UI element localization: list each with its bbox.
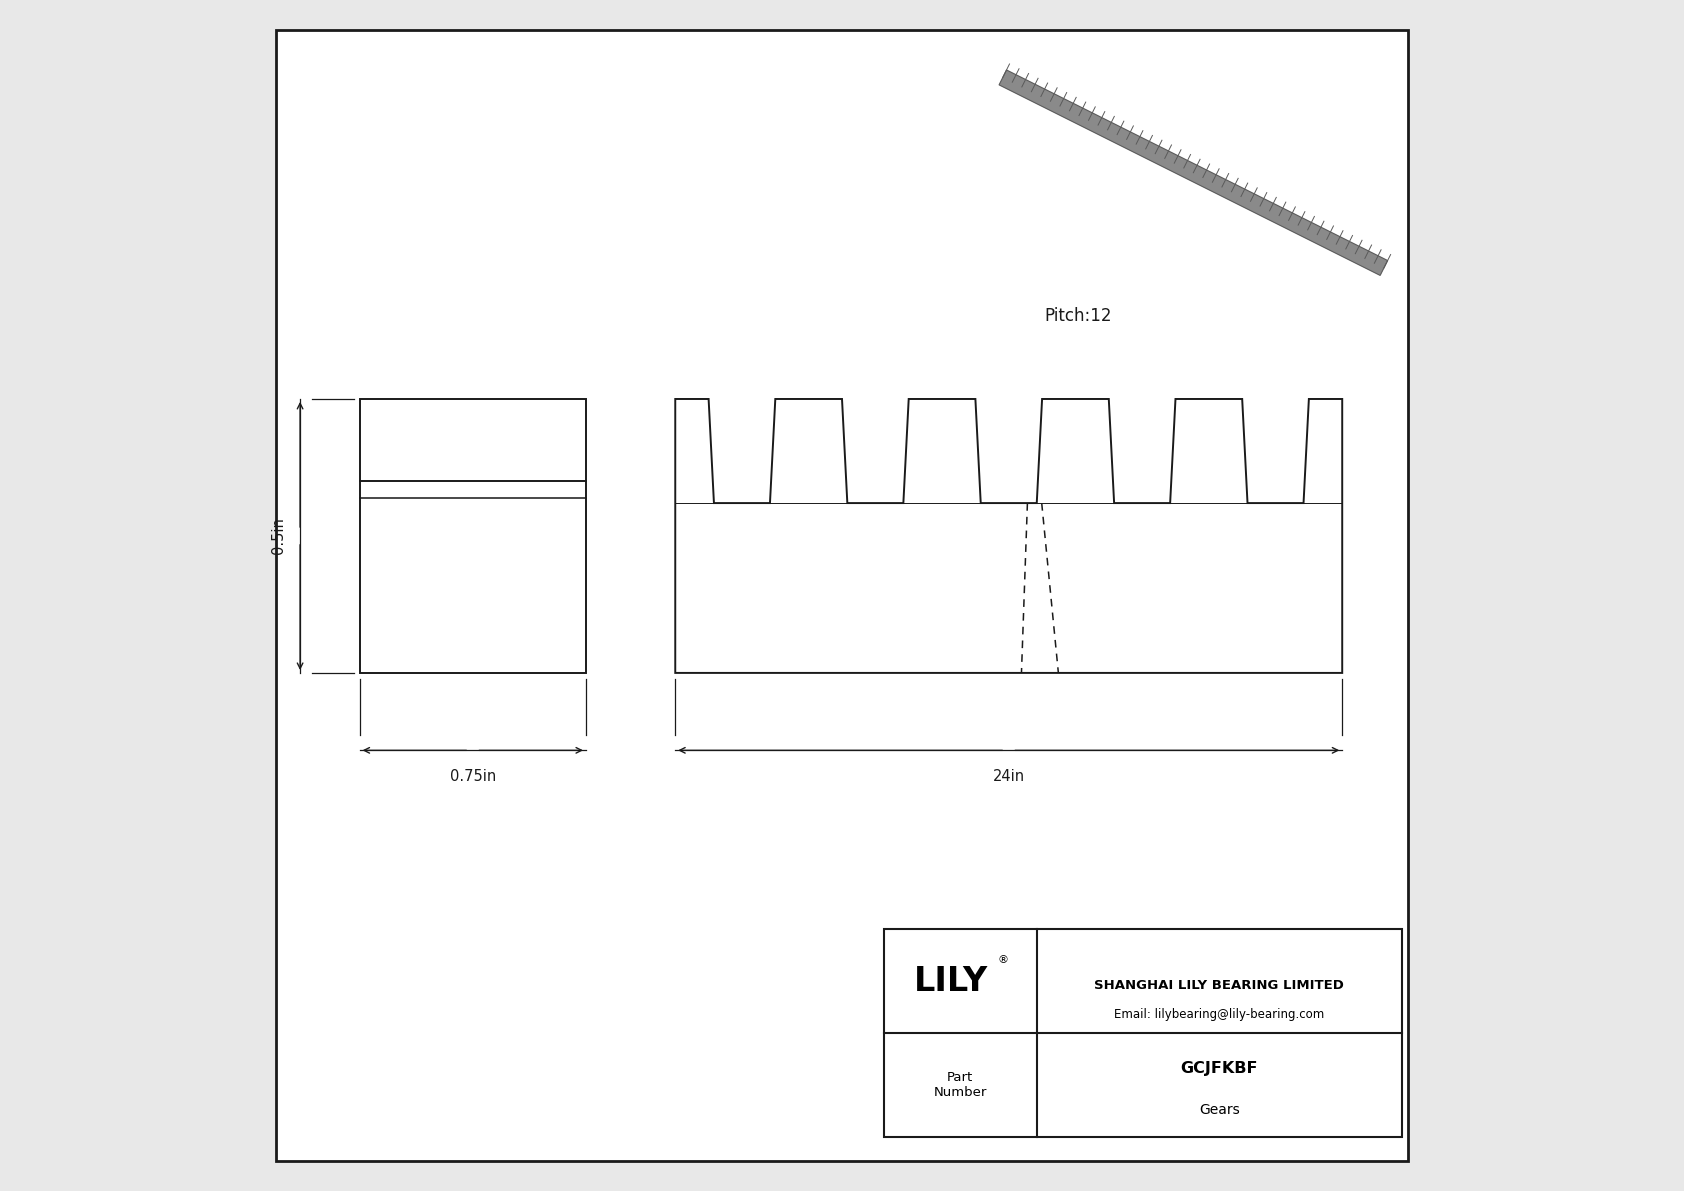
FancyBboxPatch shape (276, 30, 1408, 1161)
Text: GCJFKBF: GCJFKBF (1180, 1061, 1258, 1077)
Text: ®: ® (997, 955, 1009, 965)
Text: 0.75in: 0.75in (450, 769, 495, 784)
Text: Email: lilybearing@lily-bearing.com: Email: lilybearing@lily-bearing.com (1115, 1008, 1324, 1021)
Text: Pitch:12: Pitch:12 (1044, 306, 1111, 325)
Text: 0.5in: 0.5in (271, 518, 286, 554)
Text: Part
Number: Part Number (933, 1071, 987, 1099)
Text: SHANGHAI LILY BEARING LIMITED: SHANGHAI LILY BEARING LIMITED (1095, 979, 1344, 992)
FancyBboxPatch shape (884, 929, 1401, 1137)
Text: Gears: Gears (1199, 1103, 1239, 1117)
Text: LILY: LILY (913, 965, 989, 998)
Polygon shape (999, 70, 1388, 275)
Text: 24in: 24in (992, 769, 1026, 784)
